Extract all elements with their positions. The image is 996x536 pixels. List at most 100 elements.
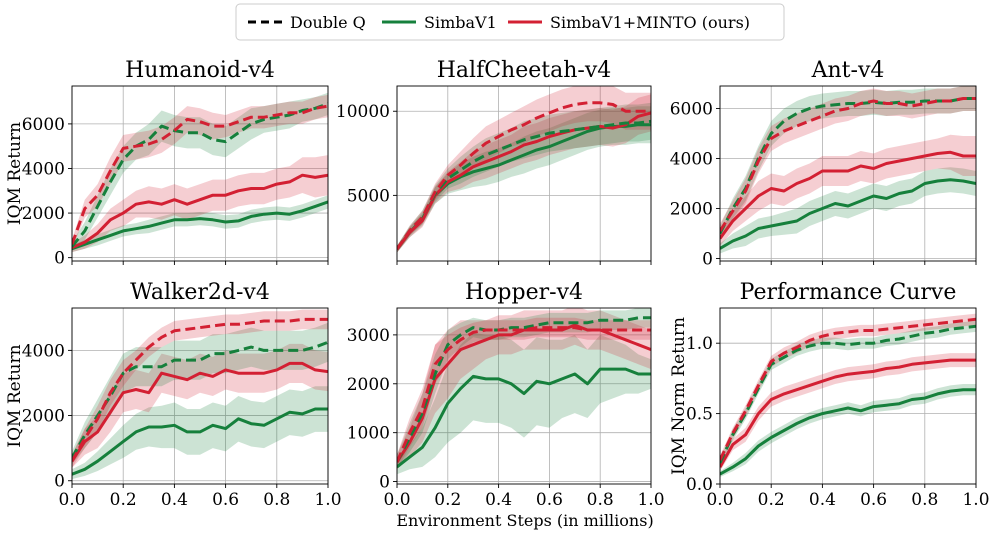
y-tick-label: 4000	[22, 341, 65, 361]
axes-frame	[719, 307, 977, 485]
chart-title-halfcheetah-v4: HalfCheetah-v4	[437, 58, 612, 83]
band-simbav1	[397, 332, 651, 475]
band-simbav1-minto-double-q	[397, 317, 651, 470]
plot-area-humanoid-v4	[72, 92, 328, 253]
band-simbav1-double-q	[720, 86, 976, 241]
x-tick-label: 0.8	[587, 490, 614, 510]
panel-halfcheetah-v4: 5000 10000 HalfCheetah-v4	[336, 58, 652, 265]
line-simbav1	[72, 407, 328, 476]
band-simbav1-minto-double-q	[720, 313, 976, 465]
axes-frame	[719, 85, 977, 262]
axes-frame	[71, 307, 329, 485]
x-tick-label: 0.2	[434, 490, 461, 510]
legend-label-minto: SimbaV1+MINTO (ours)	[550, 13, 750, 32]
y-tick-label: 6000	[22, 115, 65, 135]
band-simbav1-double-q	[397, 308, 651, 470]
x-tick-label: 0.0	[58, 490, 85, 510]
band-simbav1-minto-ours	[397, 94, 651, 253]
line-simbav1-minto-ours	[720, 358, 976, 468]
band-simbav1-minto-double-q	[72, 309, 328, 468]
y-tick-label: 4000	[670, 150, 713, 170]
y-tick-label: 0	[54, 472, 65, 492]
x-tick-label: 0.2	[758, 490, 785, 510]
y-tick-label: 0.5	[686, 405, 713, 425]
band-simbav1	[720, 384, 976, 477]
y-tick-label: 4000	[22, 159, 65, 179]
y-tick-label: 5000	[347, 186, 390, 206]
panel-humanoid-v4: 0 2000 4000 6000 Humanoid-v4 IQM Return	[5, 58, 329, 269]
plot-area-hopper-v4	[397, 308, 651, 475]
x-tick-label: 0.8	[263, 490, 290, 510]
line-simbav1-double-q	[397, 316, 651, 463]
chart-panels: 0 2000 4000 6000 Humanoid-v4 IQM Return 5000 10…	[5, 58, 990, 510]
plot-area-performance-curve	[720, 313, 976, 477]
axes-frame	[396, 307, 652, 485]
y-axis-label: IQM Return	[5, 344, 25, 447]
x-tick-label: 0.0	[706, 490, 733, 510]
line-simbav1	[72, 200, 328, 251]
x-tick-label: 0.4	[161, 490, 188, 510]
axes-frame	[396, 85, 652, 262]
x-tick-label: 0.6	[860, 490, 887, 510]
chart-title-ant-v4: Ant-v4	[811, 58, 885, 83]
band-simbav1-minto-double-q	[397, 86, 651, 253]
x-tick-label: 0.0	[383, 490, 410, 510]
y-axis-label: IQM Norm Return	[669, 317, 689, 475]
legend-label-simba: SimbaV1	[424, 13, 497, 32]
y-tick-label: 1.0	[686, 334, 713, 354]
line-simbav1	[720, 388, 976, 476]
line-simbav1-double-q	[397, 119, 651, 251]
y-tick-label: 10000	[336, 102, 390, 122]
x-tick-label: 0.4	[809, 490, 836, 510]
plot-area-walker2d-v4	[72, 309, 328, 480]
x-tick-label: 0.4	[485, 490, 512, 510]
line-simbav1-minto-double-q	[397, 326, 651, 463]
line-simbav1	[720, 178, 976, 250]
panel-hopper-v4: 0 1000 2000 3000 0.0 0.2 0.4 0.6 0.8 1.0 Hopper-v4	[347, 280, 665, 510]
y-tick-label: 0	[702, 250, 713, 270]
y-tick-label: 2000	[347, 375, 390, 395]
line-simbav1-minto-double-q	[72, 104, 328, 245]
panel-performance-curve: 0.0 0.5 1.0 0.0 0.2 0.4 0.6 0.8 1.0 Performance C…	[669, 280, 990, 510]
line-simbav1-double-q	[720, 97, 976, 235]
line-simbav1-minto-double-q	[720, 97, 976, 232]
y-tick-label: 2000	[22, 407, 65, 427]
line-simbav1-minto-ours	[397, 323, 651, 463]
line-simbav1	[397, 367, 651, 469]
x-tick-label: 0.6	[212, 490, 239, 510]
line-simbav1-minto-ours	[72, 173, 328, 249]
line-simbav1-minto-ours	[72, 361, 328, 463]
chart-title-performance-curve: Performance Curve	[740, 280, 957, 305]
line-simbav1-double-q	[72, 102, 328, 248]
band-simbav1-minto-ours	[720, 353, 976, 472]
plot-area-halfcheetah-v4	[397, 86, 651, 253]
band-simbav1	[720, 167, 976, 254]
panel-walker2d-v4: 0 2000 4000 0.0 0.2 0.4 0.6 0.8 1.0 Walker2d-v4 IQ…	[5, 280, 342, 510]
y-tick-label: 3000	[347, 326, 390, 346]
band-simbav1-double-q	[397, 102, 651, 253]
y-tick-label: 2000	[22, 204, 65, 224]
legend: Double Q SimbaV1 SimbaV1+MINTO (ours)	[235, 3, 785, 41]
line-simbav1-minto-double-q	[397, 101, 651, 251]
y-tick-label: 1000	[347, 424, 390, 444]
x-tick-label: 1.0	[314, 490, 341, 510]
y-tick-label: 6000	[670, 100, 713, 120]
band-simbav1-minto-ours	[72, 155, 328, 253]
chart-title-walker2d-v4: Walker2d-v4	[130, 280, 270, 305]
band-simbav1-minto-double-q	[720, 86, 976, 239]
x-tick-label: 1.0	[962, 490, 989, 510]
plot-area-ant-v4	[720, 86, 976, 254]
chart-title-hopper-v4: Hopper-v4	[465, 280, 583, 305]
band-simbav1-double-q	[72, 92, 328, 251]
line-simbav1-minto-ours	[397, 111, 651, 251]
band-simbav1-minto-ours	[720, 134, 976, 246]
y-axis-label: IQM Return	[5, 122, 25, 225]
y-tick-label: 0.0	[686, 475, 713, 495]
y-tick-label: 0	[379, 473, 390, 493]
band-simbav1-minto-double-q	[72, 94, 328, 249]
panel-ant-v4: 0 2000 4000 6000 Ant-v4	[670, 58, 977, 270]
line-simbav1-minto-ours	[720, 150, 976, 240]
y-tick-label: 0	[54, 249, 65, 269]
band-simbav1	[72, 195, 328, 253]
